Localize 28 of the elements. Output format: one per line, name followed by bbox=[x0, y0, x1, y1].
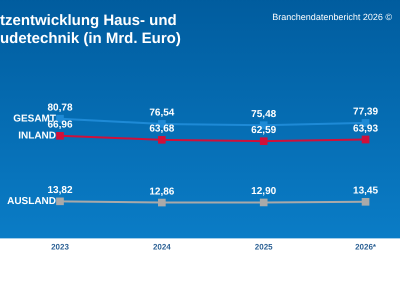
data-label: 12,90 bbox=[251, 186, 277, 198]
point bbox=[158, 136, 166, 144]
data-label: 12,86 bbox=[149, 186, 175, 198]
point bbox=[362, 198, 370, 206]
x-tick-label: 2024 bbox=[152, 242, 172, 252]
series-label: INLAND bbox=[18, 130, 56, 142]
data-label: 75,48 bbox=[251, 109, 277, 120]
data-label: 13,82 bbox=[47, 185, 73, 196]
point bbox=[158, 198, 166, 206]
point bbox=[260, 137, 268, 145]
data-label: 80,78 bbox=[47, 102, 73, 114]
x-tick-label: 2023 bbox=[51, 242, 70, 252]
point bbox=[56, 132, 64, 140]
chart-title: tzentwicklung Haus- und udetechnik (in Mrd. Euro) bbox=[0, 12, 182, 48]
data-label: 66,96 bbox=[47, 120, 73, 131]
data-label: 63,93 bbox=[353, 123, 378, 134]
x-tick-label: 2025 bbox=[254, 242, 274, 252]
point bbox=[362, 136, 370, 144]
series-label: AUSLAND bbox=[7, 196, 56, 208]
point bbox=[56, 198, 64, 206]
point bbox=[260, 198, 268, 206]
data-label: 62,59 bbox=[251, 124, 277, 136]
data-label: 63,68 bbox=[149, 124, 175, 135]
data-label: 76,54 bbox=[149, 108, 175, 119]
data-label: 13,45 bbox=[353, 186, 378, 197]
text: Branchendatenbericht 2026 © bbox=[272, 12, 392, 22]
data-label: 77,39 bbox=[353, 106, 378, 118]
x-tick-label: 2026* bbox=[355, 242, 377, 252]
